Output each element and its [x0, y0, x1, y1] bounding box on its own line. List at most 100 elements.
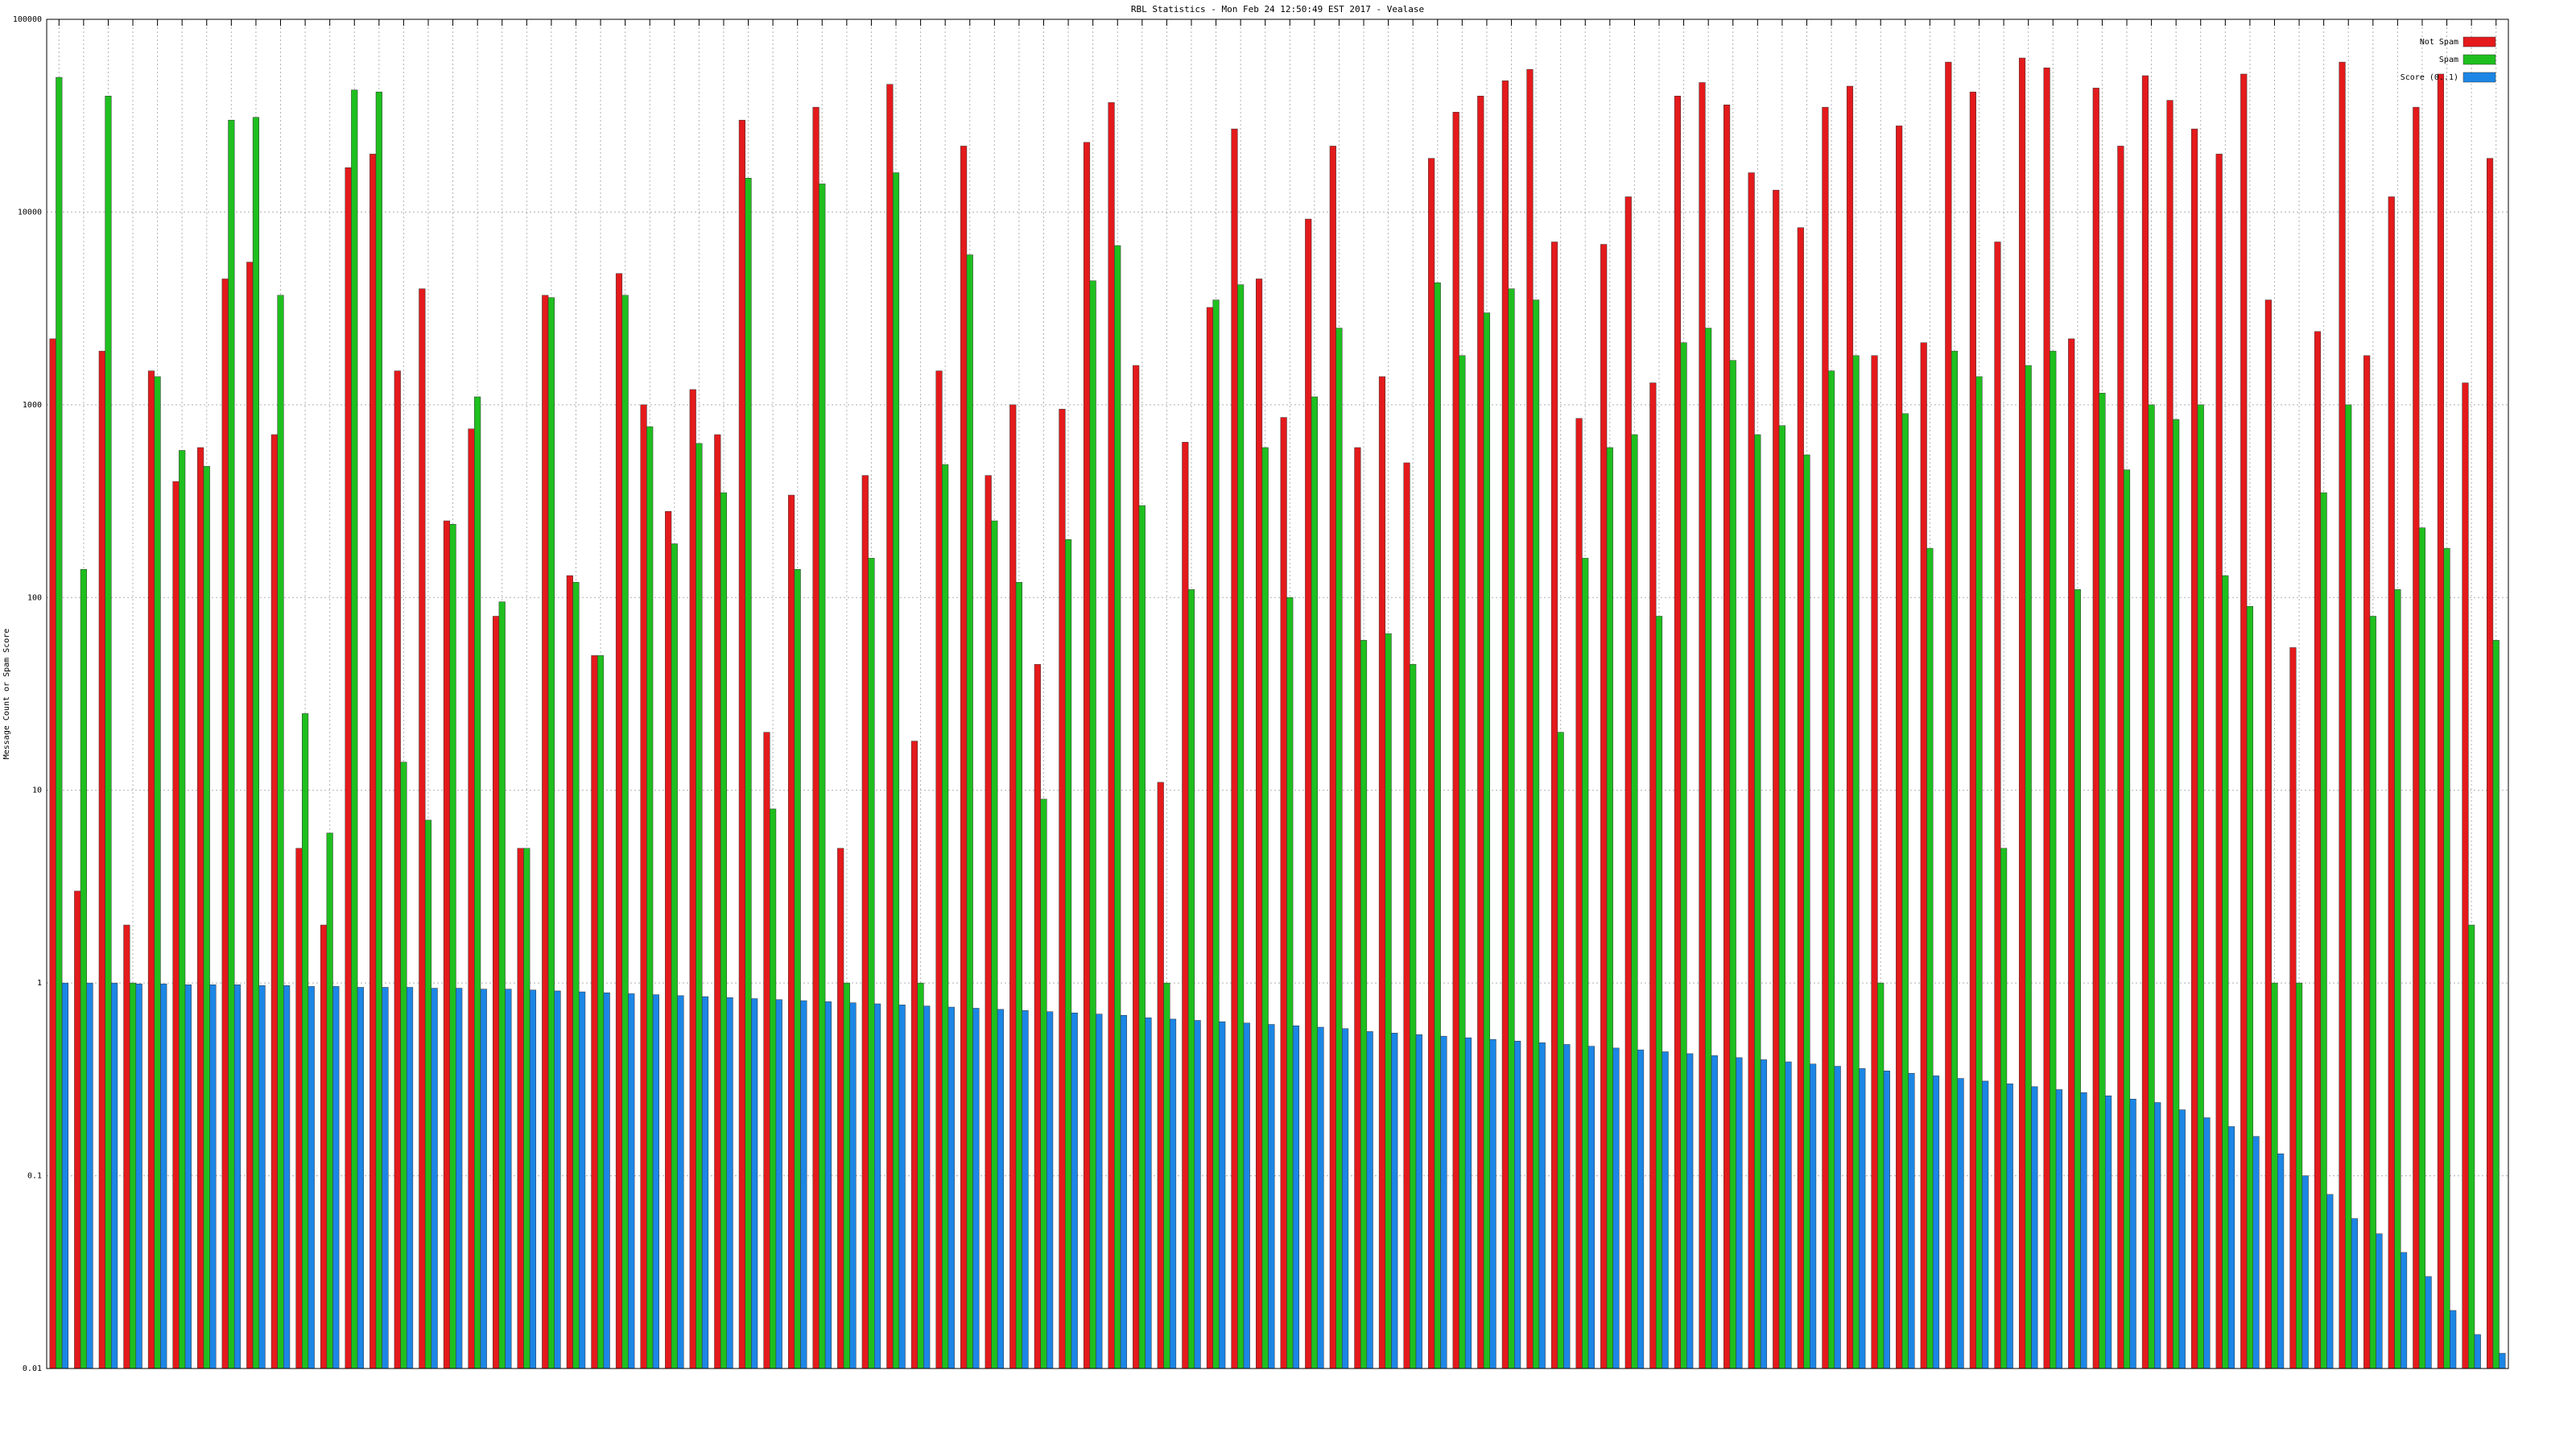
bar — [751, 998, 758, 1369]
bar — [947, 1006, 955, 1369]
bar — [547, 297, 555, 1369]
bar — [2148, 404, 2155, 1369]
bar — [2246, 605, 2253, 1369]
bar — [468, 428, 475, 1369]
bar — [123, 924, 130, 1369]
bar — [1096, 1013, 1103, 1369]
bar — [2031, 1086, 2038, 1369]
bar — [745, 178, 752, 1369]
bar — [2173, 419, 2180, 1369]
bar — [449, 524, 456, 1369]
bar — [677, 995, 684, 1369]
bar — [1827, 370, 1835, 1369]
bar — [1483, 312, 1491, 1369]
legend-swatch — [2462, 72, 2496, 83]
bar — [2277, 1154, 2285, 1369]
bar — [1305, 218, 1312, 1369]
bar — [1834, 1066, 1841, 1369]
bar — [917, 982, 924, 1369]
y-tick-label: 10 — [32, 786, 42, 795]
bar — [419, 288, 426, 1369]
bar — [1655, 616, 1663, 1369]
bar — [1729, 360, 1736, 1369]
bar — [1089, 280, 1096, 1369]
bar — [517, 848, 524, 1369]
bar — [2215, 154, 2223, 1369]
bar — [1464, 1037, 1472, 1369]
bar — [868, 558, 875, 1369]
bar — [1686, 1053, 1694, 1369]
bar — [1951, 350, 1959, 1369]
bar — [1550, 242, 1558, 1369]
bar — [1810, 1063, 1817, 1369]
bar — [2289, 647, 2297, 1369]
bar — [2050, 350, 2057, 1369]
bar — [332, 986, 340, 1369]
bar — [2295, 982, 2303, 1369]
bar — [1009, 404, 1017, 1369]
bar — [2043, 68, 2050, 1369]
legend-label: Score (0..1) — [2401, 73, 2458, 82]
bar — [942, 464, 949, 1369]
bar — [1538, 1042, 1546, 1369]
bar — [910, 741, 919, 1369]
bar — [824, 1001, 832, 1369]
bar — [320, 924, 328, 1369]
bar — [98, 350, 105, 1369]
bar — [86, 982, 93, 1369]
bar — [1606, 447, 1613, 1369]
bar — [2141, 75, 2149, 1369]
bar — [1994, 242, 2001, 1369]
bar — [2166, 100, 2174, 1369]
bar — [861, 475, 869, 1369]
bar — [1705, 328, 1712, 1369]
bar — [554, 990, 561, 1369]
bar — [160, 983, 167, 1369]
bar — [2418, 527, 2426, 1369]
bar — [972, 1008, 980, 1369]
bar — [1410, 664, 1417, 1369]
bar — [2006, 1084, 2013, 1369]
bar — [1859, 1068, 1866, 1369]
bar — [295, 848, 303, 1369]
bar — [1477, 96, 1484, 1369]
bar — [351, 89, 358, 1369]
bar — [2074, 589, 2081, 1369]
y-tick-label: 0.01 — [23, 1364, 42, 1373]
bar — [1342, 1028, 1349, 1369]
bar — [966, 254, 973, 1369]
bar — [480, 989, 487, 1369]
bar — [671, 543, 678, 1369]
bar — [2018, 57, 2026, 1369]
bar — [701, 996, 709, 1369]
bar — [1292, 1026, 1300, 1369]
bar — [628, 993, 635, 1369]
bar — [1932, 1075, 1940, 1369]
bar — [2222, 575, 2229, 1369]
bar — [1022, 1010, 1029, 1369]
bar — [1212, 299, 1220, 1369]
bar — [1846, 85, 1854, 1369]
bar — [326, 832, 333, 1369]
bar — [935, 370, 943, 1369]
plot-frame — [46, 19, 2509, 1369]
bar — [2301, 1175, 2309, 1369]
bar — [1803, 454, 1810, 1369]
bar — [2450, 1310, 2457, 1369]
bar — [2025, 365, 2032, 1369]
bar — [1280, 417, 1287, 1369]
bar — [615, 273, 623, 1369]
bar — [2314, 331, 2322, 1369]
bar — [1711, 1055, 1718, 1369]
bar — [1317, 1026, 1324, 1369]
bar — [1699, 82, 1706, 1369]
bar — [2326, 1194, 2334, 1369]
bar — [621, 295, 629, 1369]
bar — [1169, 1018, 1177, 1369]
bar — [770, 808, 777, 1369]
bar — [1926, 547, 1934, 1369]
bar — [2345, 404, 2352, 1369]
bar — [837, 848, 844, 1369]
bar — [542, 295, 549, 1369]
bar — [1612, 1047, 1620, 1369]
